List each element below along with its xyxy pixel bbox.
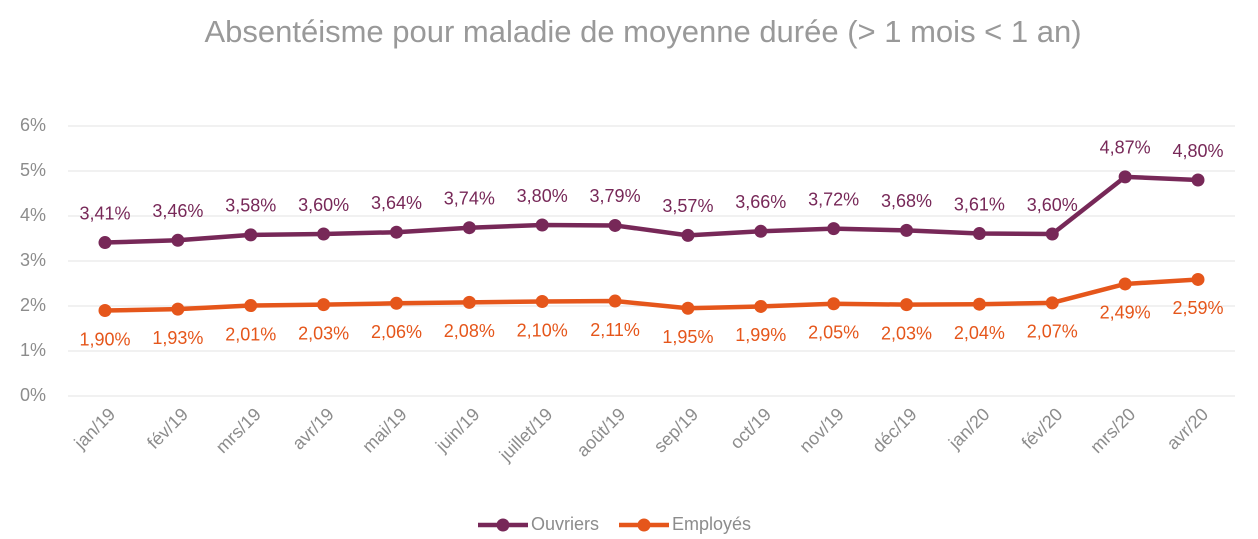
data-label: 3,68%	[881, 191, 932, 211]
y-tick-label: 6%	[20, 115, 46, 135]
x-tick-label: fév/20	[1018, 404, 1067, 453]
x-tick-label: jan/19	[70, 404, 120, 454]
data-label: 1,99%	[735, 325, 786, 345]
y-tick-label: 3%	[20, 250, 46, 270]
data-label: 2,01%	[225, 324, 276, 344]
point	[244, 228, 258, 242]
x-tick-label: avr/19	[288, 404, 338, 454]
point	[317, 298, 331, 312]
y-tick-label: 4%	[20, 205, 46, 225]
data-label: 2,10%	[517, 320, 568, 340]
x-tick-label: jan/20	[944, 404, 994, 454]
point	[972, 297, 986, 311]
point	[1191, 272, 1205, 286]
data-label: 3,57%	[662, 196, 713, 216]
legend-marker	[637, 518, 651, 532]
chart-title: Absentéisme pour maladie de moyenne duré…	[204, 14, 1082, 49]
point	[1118, 277, 1132, 291]
legend-label: Ouvriers	[531, 514, 599, 534]
y-tick-label: 1%	[20, 340, 46, 360]
data-label: 2,04%	[954, 323, 1005, 343]
point	[681, 228, 695, 242]
point	[754, 299, 768, 313]
data-label: 3,60%	[1027, 195, 1078, 215]
x-tick-label: juillet/19	[495, 404, 557, 466]
data-label: 2,05%	[808, 323, 859, 343]
data-label: 2,07%	[1027, 322, 1078, 342]
point	[754, 224, 768, 238]
y-tick-label: 5%	[20, 160, 46, 180]
data-label: 2,06%	[371, 322, 422, 342]
point	[98, 236, 112, 250]
point	[681, 301, 695, 315]
x-tick-label: fév/19	[143, 404, 192, 453]
point	[1118, 170, 1132, 184]
data-label: 2,03%	[881, 323, 932, 343]
point	[1045, 227, 1059, 241]
point	[1045, 296, 1059, 310]
data-label: 3,60%	[298, 195, 349, 215]
data-label: 3,64%	[371, 193, 422, 213]
x-tick-label: juin/19	[431, 404, 483, 456]
legend-marker	[496, 518, 510, 532]
x-tick-label: sep/19	[650, 404, 702, 456]
data-label: 2,49%	[1100, 303, 1151, 323]
data-label: 1,95%	[662, 327, 713, 347]
data-label: 1,90%	[79, 329, 130, 349]
data-label: 1,93%	[152, 328, 203, 348]
point	[98, 304, 112, 317]
data-label: 3,80%	[517, 186, 568, 206]
point	[827, 297, 841, 311]
point	[317, 227, 331, 241]
point	[827, 222, 841, 236]
point	[900, 223, 914, 237]
point	[389, 296, 403, 310]
point	[972, 227, 986, 241]
point	[608, 218, 622, 232]
point	[900, 298, 914, 312]
data-label: 2,59%	[1172, 298, 1223, 318]
x-tick-label: mai/19	[358, 404, 410, 456]
point	[244, 299, 258, 313]
series-line	[104, 277, 1199, 313]
data-label: 2,03%	[298, 323, 349, 343]
point	[171, 233, 185, 247]
point	[1191, 173, 1205, 187]
point	[462, 295, 476, 309]
x-tick-label: déc/19	[868, 404, 920, 456]
data-label: 2,11%	[590, 320, 640, 340]
series-line	[104, 174, 1199, 245]
data-label: 3,41%	[79, 203, 130, 223]
x-tick-label: août/19	[573, 404, 630, 461]
point	[608, 294, 622, 308]
y-tick-label: 2%	[20, 295, 46, 315]
data-label: 3,79%	[590, 186, 641, 206]
x-tick-label: mrs/20	[1086, 404, 1139, 457]
data-label: 3,66%	[735, 192, 786, 212]
x-tick-label: mrs/19	[212, 404, 265, 457]
y-tick-label: 0%	[20, 385, 46, 405]
point	[171, 302, 185, 316]
data-label: 3,58%	[225, 196, 276, 216]
data-label: 3,46%	[152, 201, 203, 221]
point	[535, 295, 549, 308]
data-label: 4,80%	[1172, 141, 1223, 161]
data-label: 3,74%	[444, 188, 495, 208]
point	[535, 218, 549, 232]
data-label: 4,87%	[1100, 138, 1151, 158]
x-tick-label: avr/20	[1163, 404, 1213, 454]
point	[462, 221, 476, 235]
legend-label: Employés	[672, 514, 751, 534]
point	[389, 225, 403, 239]
data-label: 3,72%	[808, 189, 859, 209]
data-label: 3,61%	[954, 194, 1005, 214]
data-label: 2,08%	[444, 321, 495, 341]
x-tick-label: oct/19	[726, 404, 775, 453]
x-tick-label: nov/19	[795, 404, 847, 456]
